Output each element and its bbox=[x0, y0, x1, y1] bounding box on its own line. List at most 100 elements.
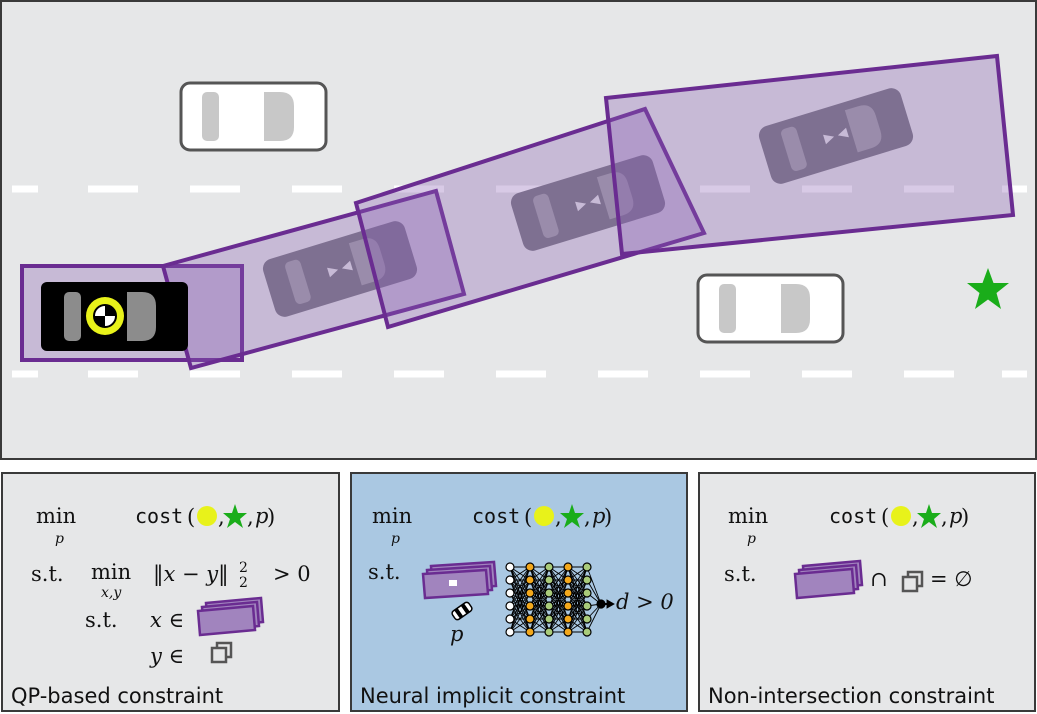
x-in: x ∈ bbox=[150, 608, 184, 632]
cost-function: cost bbox=[472, 504, 520, 528]
network-node bbox=[563, 627, 573, 637]
network-node bbox=[563, 562, 573, 572]
network-node bbox=[582, 627, 592, 637]
cost-function: cost bbox=[829, 504, 877, 528]
ego-car bbox=[41, 282, 188, 351]
svg-text:(: ( bbox=[524, 505, 532, 529]
obstacle-boxes-icon bbox=[210, 641, 233, 664]
neural-network-icon bbox=[505, 562, 615, 637]
intersection-symbol: ∩ bbox=[870, 567, 888, 591]
network-node bbox=[525, 601, 535, 611]
panel-label: Neural implicit constraint bbox=[360, 684, 626, 708]
road-scene bbox=[0, 0, 1037, 460]
bounding-box-3 bbox=[603, 53, 1016, 257]
param-label: p bbox=[450, 622, 463, 646]
network-node bbox=[505, 614, 515, 624]
subject-to: s.t. bbox=[31, 562, 64, 586]
svg-text:,: , bbox=[584, 505, 591, 529]
network-output-node bbox=[596, 599, 606, 609]
svg-text:,: , bbox=[555, 505, 562, 529]
network-node bbox=[505, 601, 515, 611]
network-output: d > 0 bbox=[616, 590, 674, 614]
network-node bbox=[582, 614, 592, 624]
network-node bbox=[582, 601, 592, 611]
min-operator: min bbox=[36, 504, 76, 528]
network-node bbox=[544, 614, 554, 624]
obstacle-car-top bbox=[179, 81, 328, 152]
min-subscript: p bbox=[55, 531, 64, 547]
network-node bbox=[582, 575, 592, 585]
parameter-marker-icon bbox=[451, 601, 473, 621]
min-operator: min bbox=[372, 504, 412, 528]
network-node bbox=[525, 614, 535, 624]
network-node bbox=[544, 575, 554, 585]
network-node bbox=[544, 601, 554, 611]
svg-text:,: , bbox=[912, 505, 919, 529]
obstacle-car-bottom bbox=[696, 273, 845, 344]
network-node bbox=[544, 562, 554, 572]
svg-text:): ) bbox=[961, 505, 969, 529]
network-node bbox=[525, 575, 535, 585]
stacked-boxes-icon bbox=[196, 596, 265, 637]
network-node bbox=[505, 588, 515, 598]
network-node bbox=[544, 627, 554, 637]
ego-marker-icon bbox=[534, 506, 554, 526]
svg-text:,: , bbox=[247, 505, 254, 529]
norm-subscript: 2 bbox=[239, 575, 248, 591]
subject-to: s.t. bbox=[368, 560, 401, 584]
obstacle-boxes-icon bbox=[901, 570, 924, 593]
y-in: y ∈ bbox=[149, 644, 184, 668]
panel-label: Non-intersection constraint bbox=[708, 684, 995, 708]
inner-min-operator: min bbox=[91, 560, 131, 584]
goal-star-icon bbox=[223, 504, 247, 528]
min-subscript: p bbox=[391, 531, 400, 547]
network-node bbox=[582, 562, 592, 572]
network-node bbox=[525, 627, 535, 637]
panel-qp: min p cost ( , , p ) s.t. min x,y ‖x − y… bbox=[1, 472, 340, 712]
ego-marker-icon bbox=[891, 506, 911, 526]
network-node bbox=[582, 588, 592, 598]
min-operator: min bbox=[728, 504, 768, 528]
distance-norm: ‖x − y‖ bbox=[153, 562, 229, 587]
stacked-boxes-icon bbox=[793, 559, 864, 600]
network-node bbox=[505, 627, 515, 637]
network-node bbox=[544, 588, 554, 598]
norm-superscript: 2 bbox=[239, 560, 248, 576]
inner-subject-to: s.t. bbox=[85, 608, 118, 632]
cost-function: cost bbox=[135, 504, 183, 528]
ghost-car-3 bbox=[758, 88, 914, 184]
svg-text:): ) bbox=[604, 505, 612, 529]
svg-text:(: ( bbox=[187, 505, 195, 529]
svg-text:,: , bbox=[941, 505, 948, 529]
svg-text:,: , bbox=[218, 505, 225, 529]
cost-param: p bbox=[592, 504, 605, 528]
goal-star-icon bbox=[560, 504, 584, 528]
network-node bbox=[505, 562, 515, 572]
goal-star-icon bbox=[917, 504, 941, 528]
stacked-boxes-icon bbox=[421, 560, 498, 600]
panel-non-intersection: min p cost ( , , p ) s.t. ∩ = ∅ Non-inte… bbox=[698, 472, 1036, 712]
svg-text:): ) bbox=[267, 505, 275, 529]
panel-label: QP-based constraint bbox=[11, 684, 224, 708]
cost-param: p bbox=[949, 504, 962, 528]
inner-min-subscript: x,y bbox=[101, 585, 122, 601]
network-node bbox=[505, 575, 515, 585]
panel-neural: min p cost ( , , p ) s.t. p d > 0 Neural… bbox=[350, 472, 688, 712]
cost-param: p bbox=[255, 504, 268, 528]
min-subscript: p bbox=[747, 531, 756, 547]
greater-than-zero: > 0 bbox=[273, 562, 311, 586]
arrow-head-icon bbox=[606, 599, 615, 609]
subject-to: s.t. bbox=[724, 562, 757, 586]
equals-empty-set: = ∅ bbox=[930, 567, 973, 591]
ego-marker-icon bbox=[197, 506, 217, 526]
network-node bbox=[525, 562, 535, 572]
svg-text:(: ( bbox=[881, 505, 889, 529]
network-node bbox=[525, 588, 535, 598]
network-node bbox=[563, 614, 573, 624]
bounding-box-2 bbox=[353, 106, 707, 330]
ghost-car-2 bbox=[510, 155, 666, 251]
network-node bbox=[563, 588, 573, 598]
network-node bbox=[563, 575, 573, 585]
network-node bbox=[563, 601, 573, 611]
goal-star-icon bbox=[967, 268, 1009, 309]
